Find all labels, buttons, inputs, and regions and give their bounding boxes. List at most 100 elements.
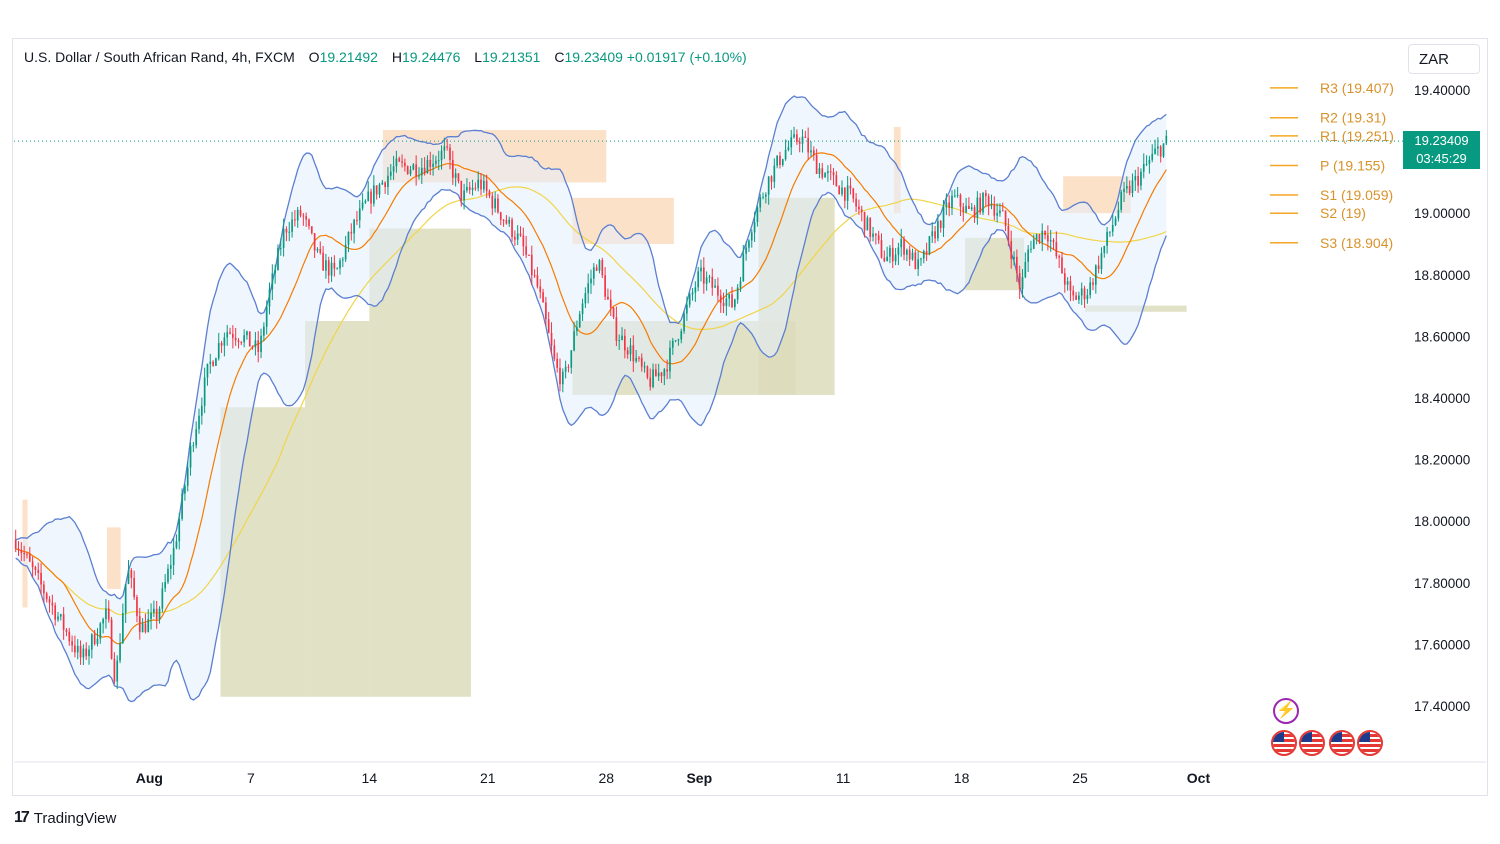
candle-body[interactable] <box>316 248 319 251</box>
candle-body[interactable] <box>939 221 942 229</box>
candle-body[interactable] <box>511 219 513 238</box>
candle-body[interactable] <box>959 194 962 207</box>
candle-body[interactable] <box>542 292 544 303</box>
candle-body[interactable] <box>288 231 291 233</box>
candle-body[interactable] <box>322 252 324 271</box>
candle-body[interactable] <box>516 233 519 240</box>
candle-body[interactable] <box>635 357 637 362</box>
candle-body[interactable] <box>327 260 330 276</box>
candle-body[interactable] <box>23 553 25 555</box>
candle-body[interactable] <box>601 260 604 276</box>
candle-body[interactable] <box>976 197 979 218</box>
candle-body[interactable] <box>1140 171 1142 186</box>
candle-body[interactable] <box>849 185 852 189</box>
candle-body[interactable] <box>285 228 288 233</box>
symbol-title[interactable]: U.S. Dollar / South African Rand, 4h, FX… <box>24 49 295 65</box>
candle-body[interactable] <box>294 219 296 221</box>
candle-body[interactable] <box>1131 180 1134 194</box>
candle-body[interactable] <box>545 302 547 320</box>
candle-body[interactable] <box>931 231 934 237</box>
candle-body[interactable] <box>733 299 736 308</box>
candle-body[interactable] <box>1027 249 1029 262</box>
candle-body[interactable] <box>953 195 956 197</box>
candle-body[interactable] <box>460 180 463 201</box>
candle-body[interactable] <box>590 278 592 284</box>
candle-body[interactable] <box>68 631 71 642</box>
candle-body[interactable] <box>539 286 542 293</box>
candle-body[interactable] <box>147 618 150 633</box>
candle-body[interactable] <box>1024 261 1027 278</box>
candle-body[interactable] <box>776 155 778 166</box>
candle-body[interactable] <box>1134 175 1137 181</box>
candle-body[interactable] <box>274 269 276 274</box>
candle-body[interactable] <box>305 216 308 220</box>
candle-body[interactable] <box>1041 230 1044 243</box>
candle-body[interactable] <box>432 163 434 167</box>
candle-body[interactable] <box>908 249 911 260</box>
candle-body[interactable] <box>657 372 660 377</box>
candle-body[interactable] <box>906 249 908 255</box>
candle-body[interactable] <box>982 192 984 213</box>
candle-body[interactable] <box>237 340 240 342</box>
candle-body[interactable] <box>161 588 164 609</box>
candle-body[interactable] <box>564 366 567 372</box>
candle-body[interactable] <box>392 166 395 172</box>
candle-body[interactable] <box>522 235 525 247</box>
candle-body[interactable] <box>787 147 790 150</box>
candle-body[interactable] <box>51 602 54 606</box>
candle-body[interactable] <box>536 275 539 287</box>
candle-body[interactable] <box>807 137 810 153</box>
candle-body[interactable] <box>900 239 903 248</box>
candle-body[interactable] <box>592 267 595 279</box>
candle-body[interactable] <box>866 217 869 231</box>
candle-body[interactable] <box>587 283 590 294</box>
candle-body[interactable] <box>962 206 965 213</box>
candle-body[interactable] <box>855 198 857 207</box>
candle-body[interactable] <box>891 247 894 262</box>
candle-body[interactable] <box>1032 239 1035 249</box>
candle-body[interactable] <box>65 629 68 632</box>
candle-body[interactable] <box>530 254 533 276</box>
candle-body[interactable] <box>367 191 370 201</box>
candle-body[interactable] <box>624 335 626 351</box>
candle-body[interactable] <box>1010 240 1013 260</box>
candle-body[interactable] <box>181 493 183 519</box>
candle-body[interactable] <box>248 331 251 347</box>
candle-body[interactable] <box>502 219 505 221</box>
candle-body[interactable] <box>333 262 336 269</box>
candle-body[interactable] <box>130 570 133 578</box>
candle-body[interactable] <box>843 187 846 201</box>
candle-body[interactable] <box>612 307 615 318</box>
candle-body[interactable] <box>922 251 925 259</box>
candle-body[interactable] <box>832 172 835 176</box>
candle-body[interactable] <box>1049 240 1052 242</box>
candle-body[interactable] <box>296 209 299 221</box>
candle-body[interactable] <box>688 294 691 305</box>
candle-body[interactable] <box>1094 265 1097 285</box>
candle-body[interactable] <box>869 217 872 237</box>
candle-body[interactable] <box>1128 185 1131 194</box>
candle-body[interactable] <box>702 267 705 284</box>
candle-body[interactable] <box>1100 253 1103 270</box>
candle-body[interactable] <box>102 619 104 624</box>
candle-body[interactable] <box>1162 143 1165 157</box>
candle-body[interactable] <box>914 252 917 269</box>
candle-body[interactable] <box>697 271 700 288</box>
candle-body[interactable] <box>686 304 688 314</box>
candle-body[interactable] <box>607 296 609 300</box>
candle-body[interactable] <box>167 568 169 582</box>
candle-body[interactable] <box>474 187 477 189</box>
candle-body[interactable] <box>1154 148 1156 154</box>
candle-body[interactable] <box>423 167 426 174</box>
candle-body[interactable] <box>858 206 860 210</box>
candle-body[interactable] <box>1038 234 1041 243</box>
candle-body[interactable] <box>231 333 234 338</box>
candle-body[interactable] <box>652 369 654 387</box>
candle-body[interactable] <box>1035 234 1038 240</box>
candle-body[interactable] <box>347 231 350 245</box>
candle-body[interactable] <box>215 358 217 366</box>
candle-body[interactable] <box>948 202 951 209</box>
candle-body[interactable] <box>917 259 919 269</box>
candle-body[interactable] <box>14 539 17 549</box>
